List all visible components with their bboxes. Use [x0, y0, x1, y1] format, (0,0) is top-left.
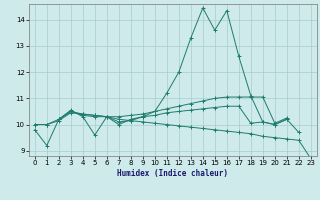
X-axis label: Humidex (Indice chaleur): Humidex (Indice chaleur)	[117, 169, 228, 178]
